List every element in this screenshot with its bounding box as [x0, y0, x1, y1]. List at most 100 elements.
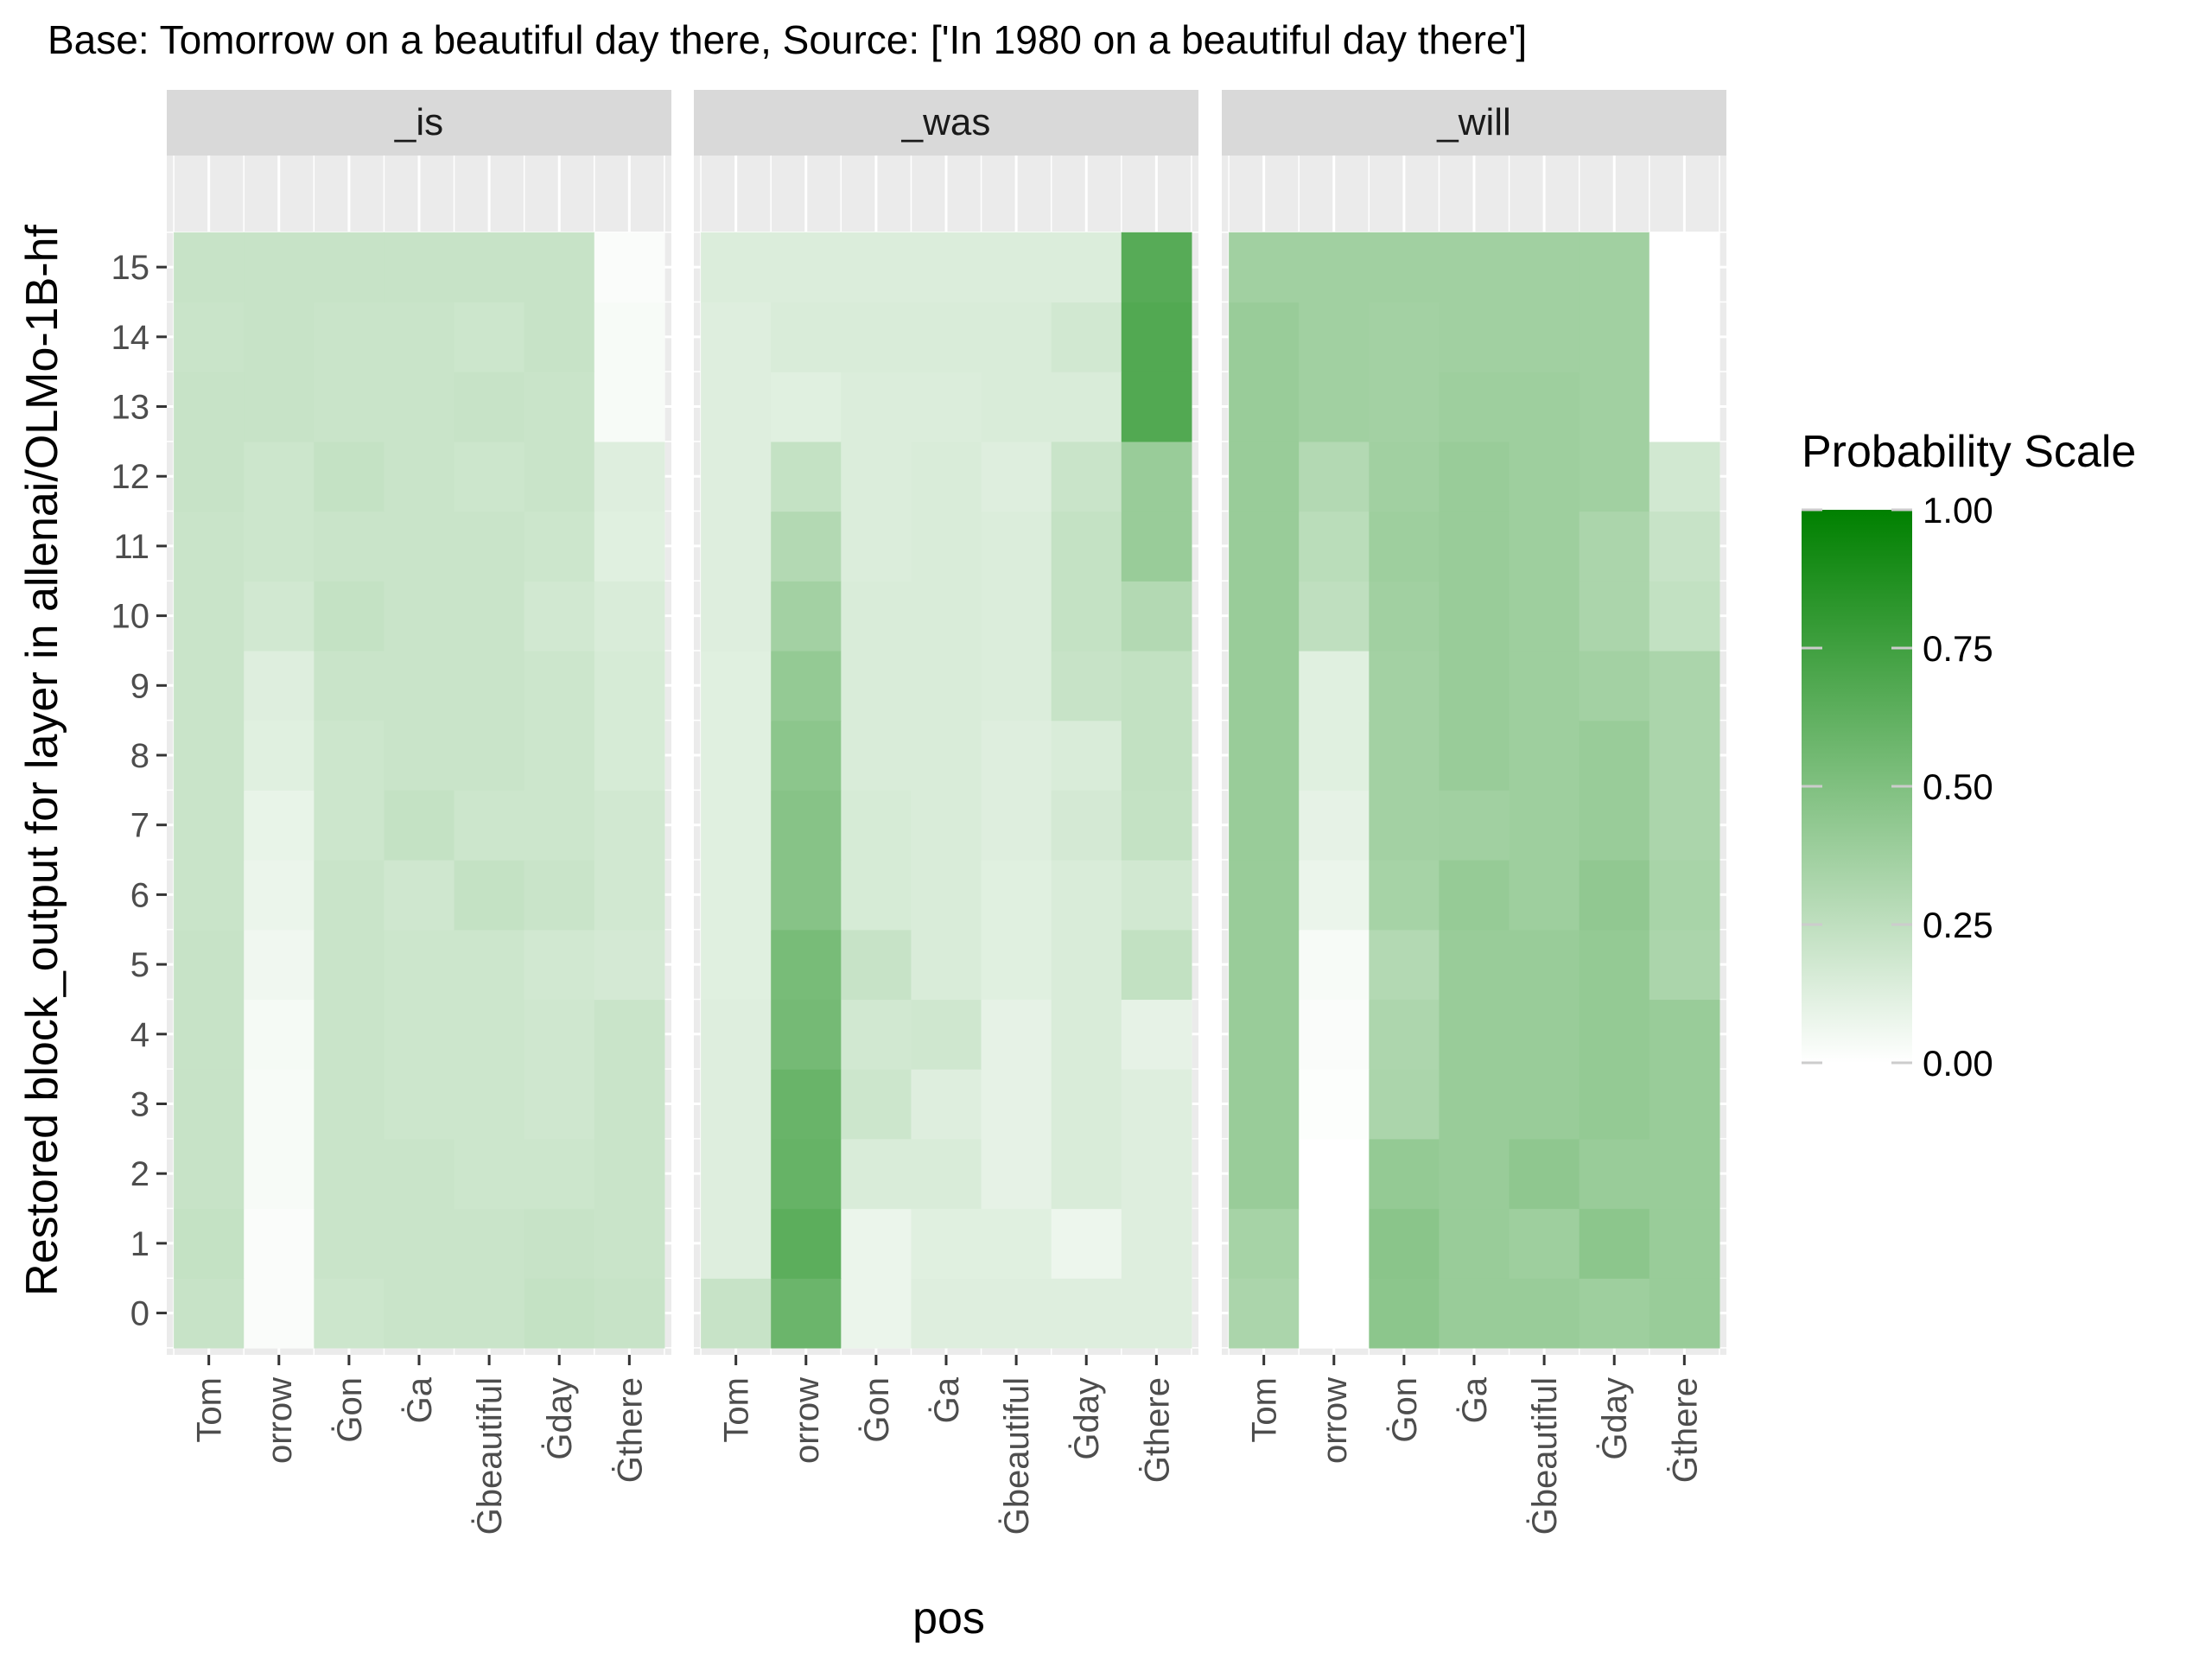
heatmap-tile — [524, 581, 595, 652]
x-tick-label: Tom — [718, 1377, 756, 1443]
facet-strip-label: _is — [394, 101, 443, 143]
heatmap-tile — [1369, 232, 1440, 303]
heatmap-tile — [911, 929, 982, 1001]
heatmap-tile — [384, 650, 455, 721]
heatmap-tile — [524, 1138, 595, 1210]
heatmap-tile — [524, 441, 595, 512]
heatmap-tile — [1299, 1208, 1370, 1279]
heatmap-tile — [1439, 720, 1510, 791]
heatmap-tile — [1299, 372, 1370, 442]
heatmap-tile — [454, 1069, 525, 1140]
heatmap-tile — [771, 372, 842, 442]
heatmap-tile — [384, 929, 455, 1001]
y-tick-label: 6 — [130, 876, 149, 914]
heatmap-tile — [1299, 511, 1370, 582]
heatmap-tile — [454, 1138, 525, 1210]
y-tick-label: 13 — [111, 389, 150, 427]
heatmap-tile — [1299, 999, 1370, 1070]
heatmap-tile — [174, 232, 245, 303]
heatmap-tile — [701, 372, 772, 442]
heatmap-tile — [1509, 860, 1580, 931]
heatmap-tile — [314, 999, 385, 1070]
heatmap-tile — [841, 999, 912, 1070]
heatmap-tile — [244, 581, 315, 652]
heatmap-tile — [701, 650, 772, 721]
heatmap-tile — [1369, 1069, 1440, 1140]
heatmap-tile — [911, 511, 982, 582]
heatmap-tile — [1369, 1138, 1440, 1210]
heatmap-tile — [594, 302, 665, 372]
x-tick-label: Ġbeautiful — [470, 1377, 509, 1535]
heatmap-tile — [384, 720, 455, 791]
heatmap-tile — [454, 790, 525, 861]
heatmap-tile — [1579, 232, 1650, 303]
heatmap-tile — [384, 302, 455, 372]
heatmap-tile — [314, 581, 385, 652]
heatmap-tile — [1051, 790, 1122, 861]
heatmap-tile — [1579, 302, 1650, 372]
x-tick-label: Ġthere — [610, 1377, 649, 1483]
heatmap-tile — [1121, 929, 1192, 1001]
heatmap-tile — [1649, 790, 1720, 861]
heatmap-tile — [384, 1138, 455, 1210]
heatmap-tile — [1649, 581, 1720, 652]
heatmap-tile — [1369, 1278, 1440, 1349]
heatmap-tile — [771, 511, 842, 582]
heatmap-tile — [1051, 650, 1122, 721]
heatmap-tile — [594, 581, 665, 652]
heatmap-tile — [1229, 302, 1300, 372]
heatmap-tile — [524, 1208, 595, 1279]
x-tick-label: Ġthere — [1665, 1377, 1704, 1483]
heatmap-tile — [701, 1138, 772, 1210]
x-tick-label: Ġbeautiful — [997, 1377, 1036, 1535]
heatmap-tile — [1579, 372, 1650, 442]
heatmap-tile — [454, 720, 525, 791]
x-tick-label: orrow — [788, 1377, 826, 1464]
heatmap-tile — [1229, 581, 1300, 652]
heatmap-tile — [1121, 999, 1192, 1070]
heatmap-tile — [384, 441, 455, 512]
heatmap-tile — [1369, 860, 1440, 931]
heatmap-tile — [1439, 860, 1510, 931]
heatmap-tile — [1229, 232, 1300, 303]
heatmap-tile — [1579, 511, 1650, 582]
heatmap-tile — [841, 1208, 912, 1279]
heatmap-tile — [1229, 1208, 1300, 1279]
heatmap-tile — [174, 511, 245, 582]
heatmap-tile — [524, 790, 595, 861]
heatmap-tile — [1369, 790, 1440, 861]
heatmap-tile — [841, 1138, 912, 1210]
heatmap-tile — [701, 441, 772, 512]
heatmap-tile — [314, 929, 385, 1001]
heatmap-tile — [771, 1278, 842, 1349]
facet-panel-was: _was Tom orrow Ġon Ġa Ġbeautiful Ġday Ġthere — [694, 90, 1198, 1535]
heatmap-tile — [314, 511, 385, 582]
heatmap-tile — [771, 581, 842, 652]
heatmap-tile — [384, 790, 455, 861]
heatmap-tile — [1509, 1069, 1580, 1140]
heatmap-tile — [1439, 1278, 1510, 1349]
heatmap-tile — [174, 302, 245, 372]
heatmap-tile — [1649, 372, 1720, 442]
heatmap-tile — [911, 720, 982, 791]
y-tick-label: 5 — [130, 946, 149, 984]
heatmap-tile — [1439, 581, 1510, 652]
heatmap-tile — [1051, 511, 1122, 582]
heatmap-tile — [1649, 232, 1720, 303]
x-tick-label: Ġday — [1067, 1377, 1106, 1460]
heatmap-tile — [314, 441, 385, 512]
heatmap-tile — [244, 720, 315, 791]
heatmap-tile — [1299, 720, 1370, 791]
heatmap-tile — [1439, 999, 1510, 1070]
heatmap-tile — [1299, 441, 1370, 512]
heatmap-tile — [1121, 1208, 1192, 1279]
heatmap-tile — [524, 860, 595, 931]
heatmap-tile — [314, 1138, 385, 1210]
heatmap-tile — [1229, 441, 1300, 512]
heatmap-tile — [1229, 650, 1300, 721]
heatmap-tile — [1439, 650, 1510, 721]
heatmap-tile — [1051, 441, 1122, 512]
